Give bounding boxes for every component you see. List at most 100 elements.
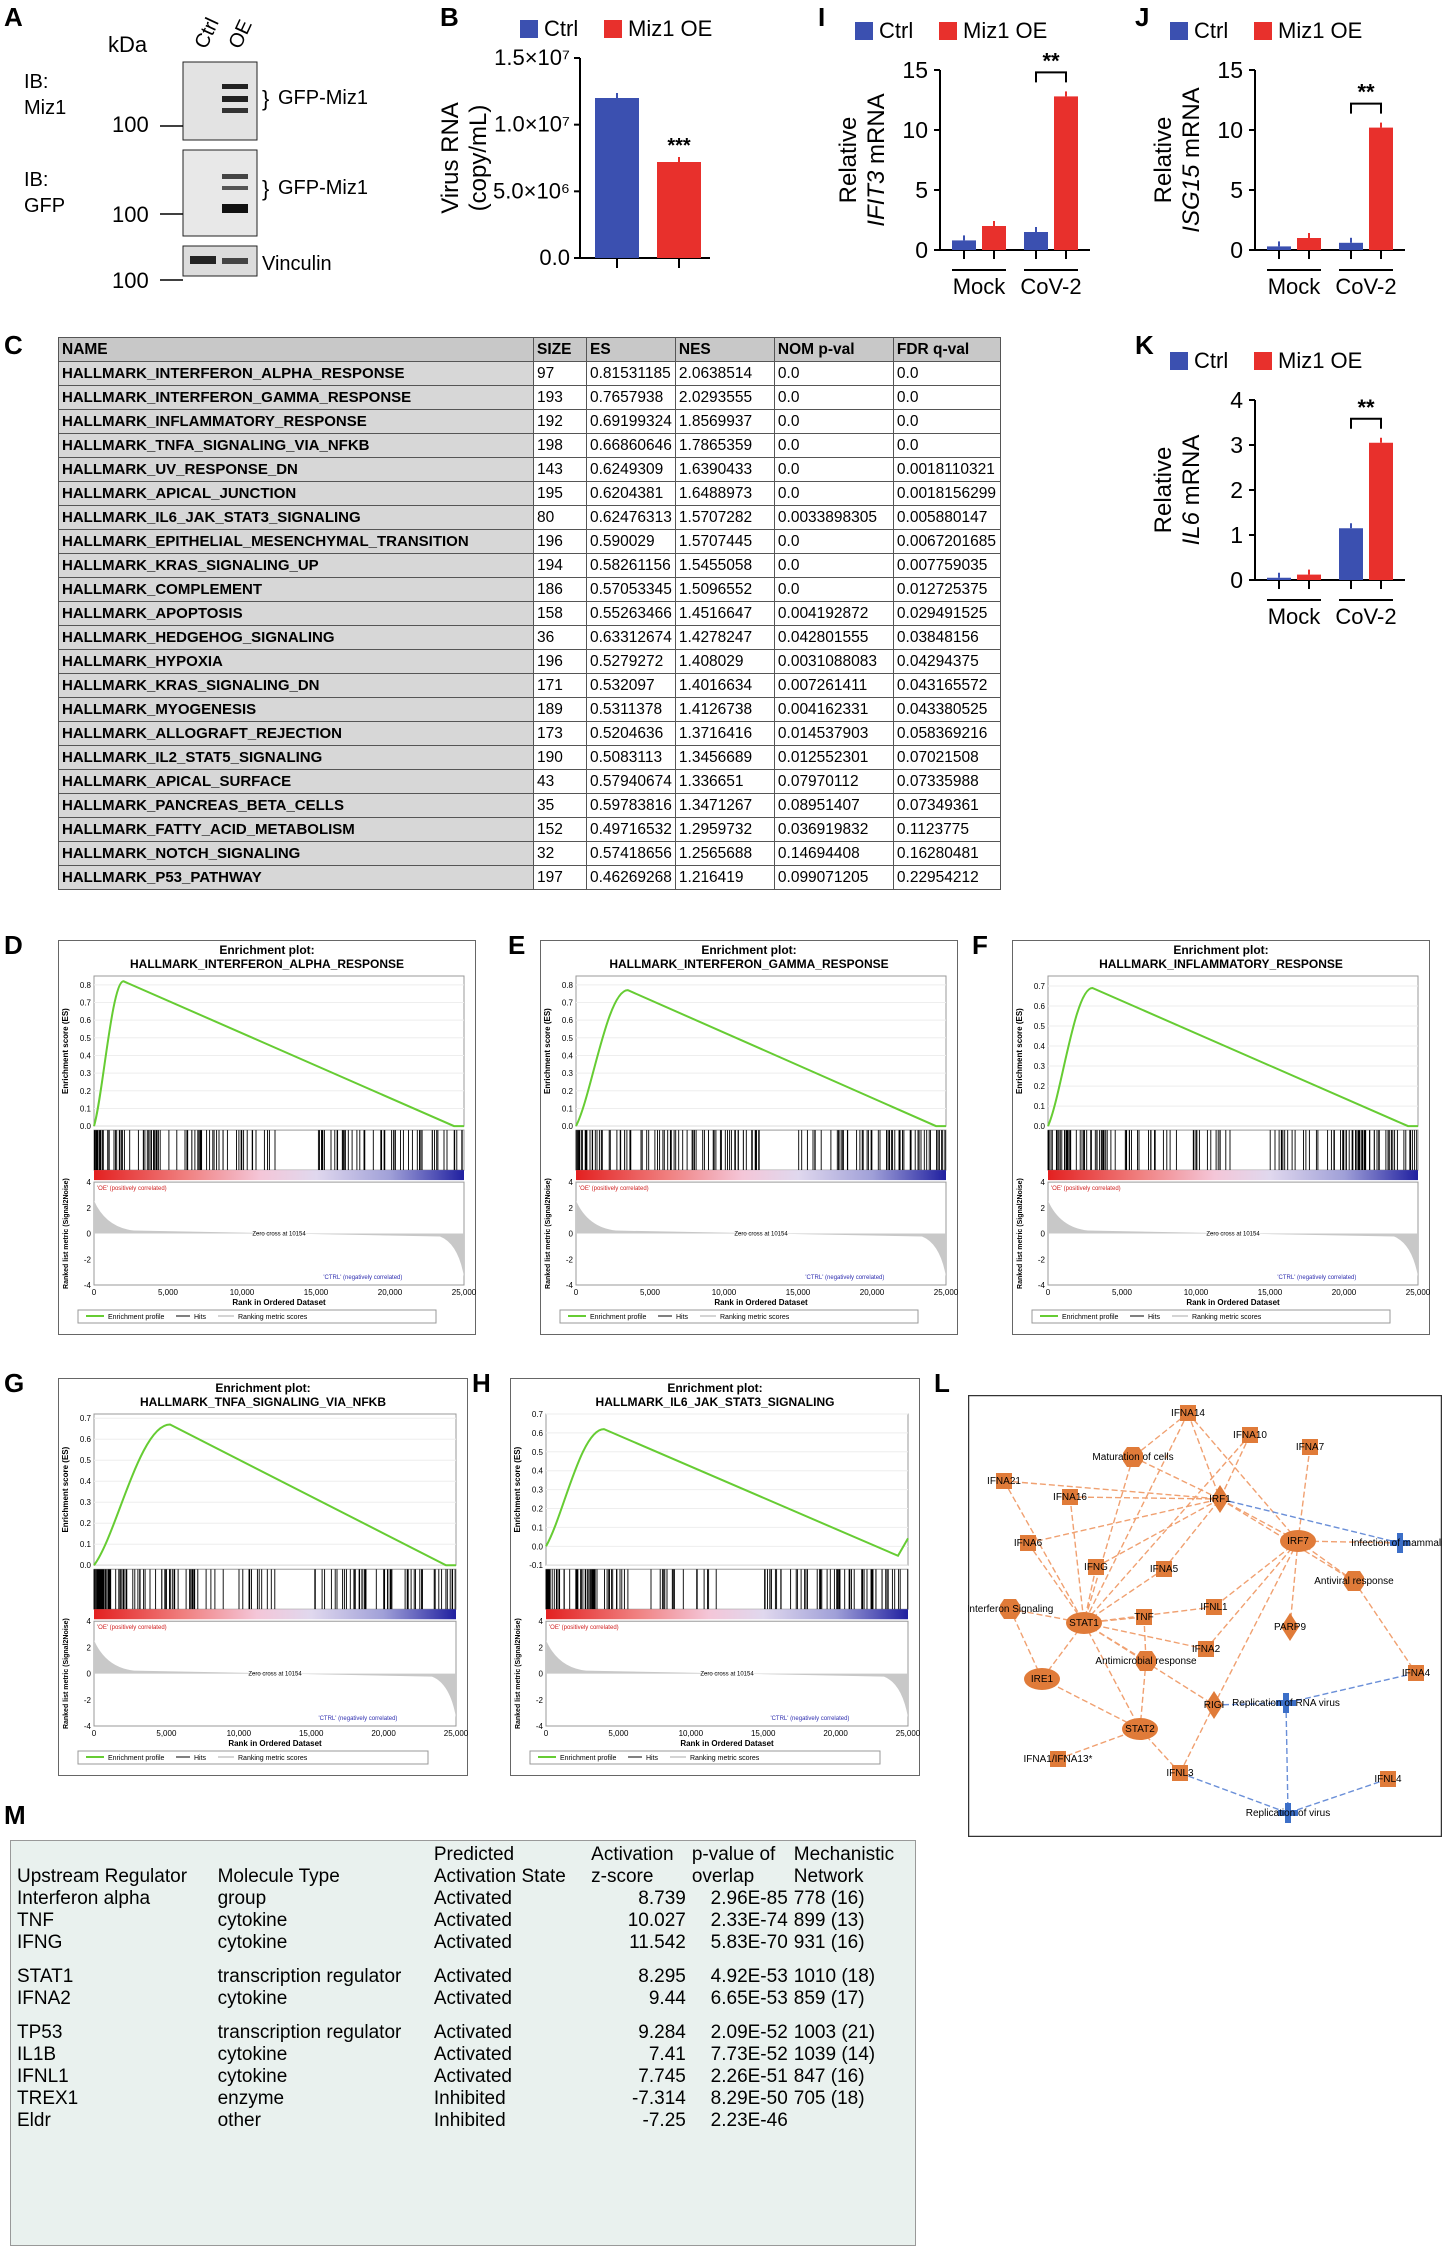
table-cell: 778 (16): [793, 1888, 865, 1909]
x-tick-label: 20,000: [823, 1729, 848, 1738]
node-shape-square: [1242, 1427, 1258, 1443]
table-cell: 1.5707282: [674, 505, 775, 530]
header-line: Mechanistic: [793, 1844, 895, 1865]
gene-set-name: HALLMARK_APICAL_JUNCTION: [58, 481, 534, 506]
table-cell: 1.2565688: [674, 841, 775, 866]
gsea-results-table: NAME SIZE ES NES NOM p-val FDR q-val HALLMARK…: [58, 337, 1002, 890]
band: [222, 84, 248, 89]
node-label: Replication of virus: [1246, 1808, 1330, 1819]
rank-axis-label: Ranked list metric (Signal2Noise): [63, 1178, 70, 1289]
gene-name: ISG15: [1178, 164, 1205, 233]
x-tick-label: 10,000: [230, 1288, 255, 1297]
significance-marker: **: [1357, 80, 1375, 105]
y-tick-label: 0.7: [562, 998, 574, 1007]
enrichment-plot-e: Enrichment plot:HALLMARK_INTERFERON_GAMM…: [540, 940, 958, 1335]
node-label: IFNG: [1084, 1562, 1108, 1573]
table-cell: STAT1: [17, 1966, 74, 1987]
table-cell: 189: [533, 697, 587, 722]
plot-title: Enrichment plot:: [1173, 943, 1268, 957]
table-cell: Inhibited: [433, 2088, 506, 2109]
table-cell: 0.004192872: [773, 601, 894, 626]
table-cell: 9.44: [648, 1988, 686, 2009]
x-tick-label: 20,000: [378, 1288, 403, 1297]
node-shape-diamond: [1205, 1691, 1223, 1719]
hits-bars: [545, 1569, 909, 1610]
table-cell: 0.036919832: [773, 817, 894, 842]
es-axis-label: Enrichment score (ES): [61, 1008, 70, 1094]
table-row: HALLMARK_APICAL_JUNCTION 195 0.6204381 1.64…: [58, 481, 1002, 506]
node-shape-square: [1020, 1535, 1036, 1551]
node-shape-square: [1136, 1609, 1152, 1625]
table-cell: 0.57053345: [586, 577, 676, 602]
bar-chart-k: Ctrl Miz1 OE 0 1 2 3 4 Relative IL6 mRNA Mock CoV-…: [1150, 348, 1405, 629]
ctrl-correlated-label: 'CTRL' (negatively correlated): [323, 1275, 402, 1281]
y-tick-label: 0.3: [532, 1486, 544, 1495]
x-tick-label: 0: [544, 1729, 549, 1738]
panel-label-g: G: [4, 1368, 25, 1398]
table-cell: 0.007759035: [892, 553, 1002, 578]
significance-marker: ***: [667, 135, 691, 157]
table-cell: 186: [533, 577, 587, 602]
rank-tick-label: 2: [569, 1204, 574, 1213]
rank-tick-label: -4: [566, 1281, 574, 1290]
y-tick-label: 0.5: [80, 1456, 92, 1465]
group-label-cov-2: CoV-2: [1335, 604, 1396, 629]
column-header: NAME: [58, 337, 534, 362]
enrichment-plot-d: Enrichment plot:HALLMARK_INTERFERON_ALPH…: [58, 940, 476, 1335]
gene-set-name: HALLMARK_P53_PATHWAY: [58, 865, 534, 890]
enrichment-profile-line: [545, 1428, 909, 1558]
rank-tick-label: 2: [1041, 1204, 1046, 1213]
y-tick-label: 10: [1217, 117, 1243, 143]
marker-100: 100: [112, 268, 149, 293]
network-node: STAT2: [1122, 1718, 1158, 1740]
rank-heat-bar: [1048, 1170, 1418, 1181]
legend-label-ctrl: Ctrl: [879, 18, 913, 43]
rank-tick-label: 4: [569, 1178, 574, 1187]
bar-cov-2-oe: [1369, 442, 1393, 580]
rank-tick-label: 4: [1041, 1178, 1046, 1187]
column-header: p-value of overlap: [689, 1844, 791, 1888]
network-node: IFNA4: [1402, 1665, 1431, 1681]
network-node: IFNA10: [1233, 1427, 1267, 1443]
table-cell: 0.07021508: [892, 745, 1002, 770]
table-row: TP53 transcription regulator Activated 9.28…: [14, 2022, 912, 2044]
y-tick-label: 0.4: [562, 1051, 574, 1060]
legend-item: Enrichment profile: [108, 1755, 165, 1762]
table-cell: 7.41: [648, 2044, 686, 2065]
network-node: IFNL1: [1200, 1599, 1228, 1615]
x-tick-label: 15,000: [786, 1288, 811, 1297]
ib-target-miz1: Miz1: [24, 97, 66, 119]
table-cell: Activated: [433, 1888, 512, 1909]
network-node: IFNA16: [1053, 1489, 1087, 1505]
table-cell: 931 (16): [793, 1932, 865, 1953]
table-cell: 1.5096552: [674, 577, 775, 602]
header-line: Activation: [591, 1844, 674, 1865]
table-cell: 158: [533, 601, 587, 626]
gene-set-name: HALLMARK_PANCREAS_BETA_CELLS: [58, 793, 534, 818]
enrichment-profile-line: [93, 1423, 456, 1567]
legend-item: Ranking metric scores: [720, 1314, 790, 1321]
table-cell: 1.336651: [674, 769, 775, 794]
x-axis-label: Rank in Ordered Dataset: [680, 1739, 774, 1748]
panel-label-d: D: [4, 930, 23, 960]
table-cell: 173: [533, 721, 587, 746]
y-tick-label: 0.2: [80, 1087, 92, 1096]
x-axis-label: Rank in Ordered Dataset: [232, 1298, 326, 1307]
enrichment-profile-line: [93, 980, 464, 1128]
rank-tick-label: 4: [539, 1617, 544, 1626]
rank-tick-label: -2: [84, 1255, 92, 1264]
y-tick-label: 0.6: [562, 1016, 574, 1025]
node-label: IFNL4: [1374, 1774, 1402, 1785]
y-axis-label: Relative: [1150, 117, 1177, 204]
table-cell: 0.0: [773, 577, 894, 602]
table-cell: 0.5311378: [586, 697, 676, 722]
gene-set-title: HALLMARK_INFLAMMATORY_RESPONSE: [1099, 957, 1343, 971]
plot-title: Enrichment plot:: [215, 1381, 310, 1395]
node-shape-square: [1172, 1765, 1188, 1781]
table-cell: cytokine: [217, 1910, 288, 1931]
table-cell: Activated: [433, 1910, 512, 1931]
significance-bracket: [1035, 71, 1067, 83]
x-tick-label: 10,000: [227, 1729, 252, 1738]
table-cell: 2.26E-51: [710, 2066, 788, 2087]
table-cell: [791, 2110, 912, 2132]
